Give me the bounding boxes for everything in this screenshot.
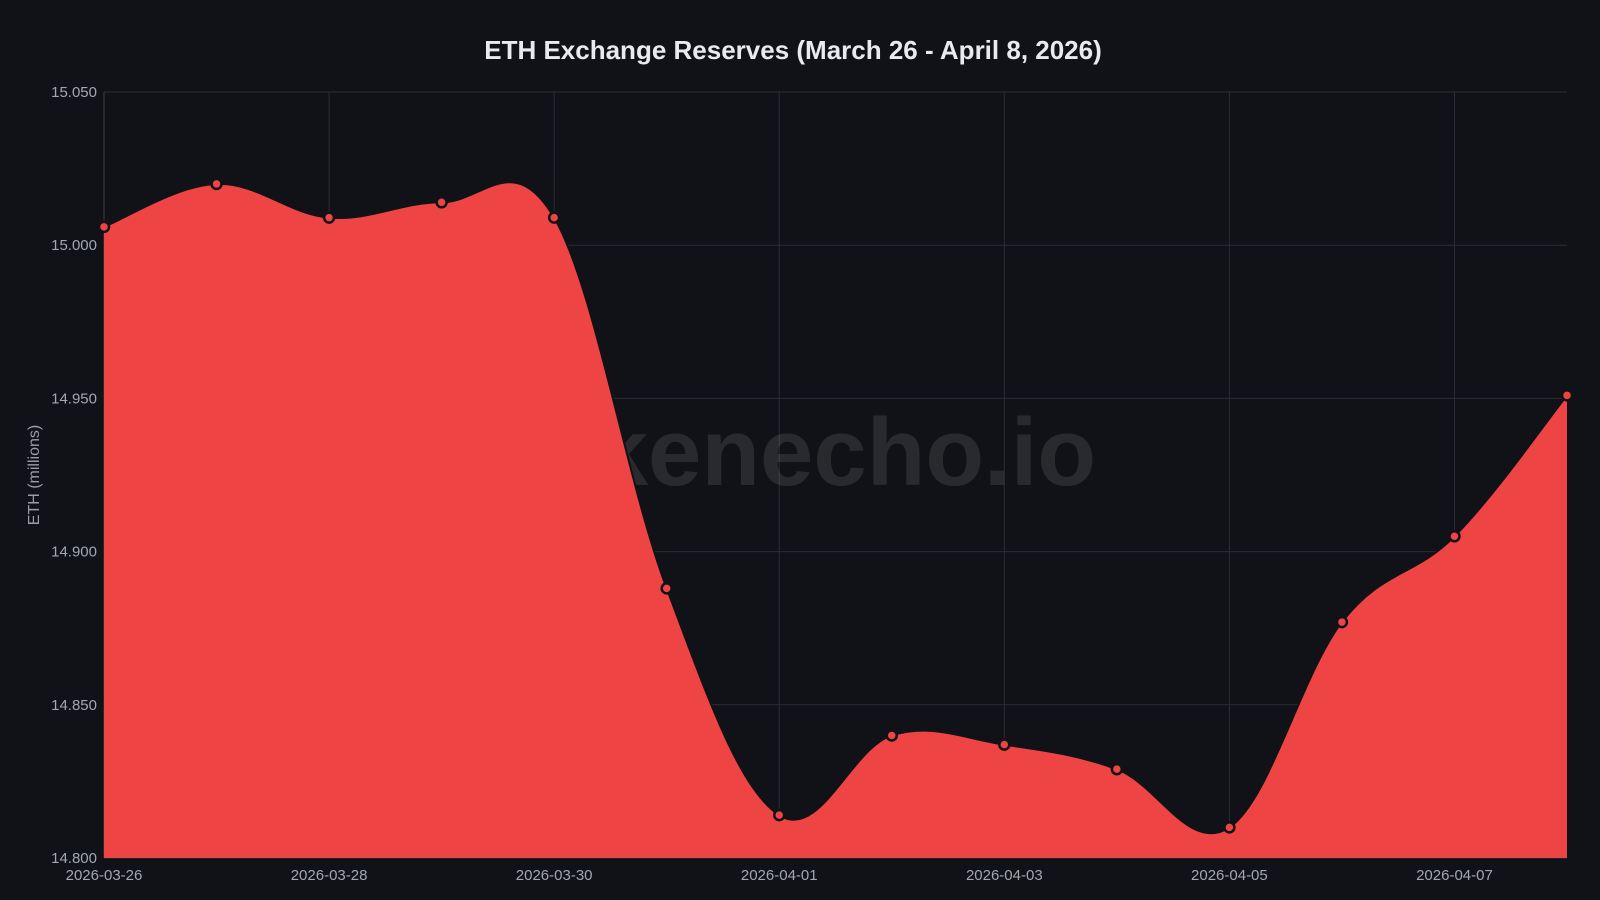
data-point-2026-03-26[interactable]: [97, 220, 111, 234]
y-tick-label: 14.950: [51, 390, 97, 407]
marker-layer: [97, 177, 1574, 834]
area-fill: [104, 182, 1567, 859]
x-tick-label: 2026-04-03: [966, 867, 1043, 884]
x-tick-label: 2026-04-01: [741, 867, 818, 884]
data-point-2026-04-05[interactable]: [1223, 821, 1236, 834]
y-tick-label: 14.850: [51, 697, 97, 714]
data-point-2026-04-07[interactable]: [1448, 530, 1461, 543]
y-tick-label: 14.900: [51, 544, 97, 561]
x-tick-label: 2026-04-05: [1191, 867, 1268, 884]
x-tick-label: 2026-03-28: [291, 867, 368, 884]
series-line: [103, 181, 1568, 835]
chart-title: ETH Exchange Reserves (March 26 - April …: [484, 35, 1102, 65]
y-axis-ticks: 15.050 15.000 14.950 14.900 14.850 14.800: [51, 84, 97, 867]
x-tick-label: 2026-03-30: [516, 867, 593, 884]
data-point-2026-04-06[interactable]: [1335, 615, 1349, 629]
y-tick-label: 15.000: [51, 237, 97, 254]
data-point-2026-04-02[interactable]: [885, 729, 899, 742]
x-tick-label: 2026-03-26: [66, 867, 143, 884]
x-tick-label: 2026-04-07: [1416, 867, 1493, 884]
data-point-2026-04-03[interactable]: [998, 738, 1011, 751]
y-tick-label: 15.050: [51, 84, 97, 101]
data-point-2026-03-27[interactable]: [210, 177, 223, 191]
area-layer: [103, 181, 1568, 859]
data-point-2026-03-31[interactable]: [660, 582, 673, 595]
data-point-2026-03-29[interactable]: [435, 196, 448, 209]
data-point-2026-04-08[interactable]: [1560, 389, 1574, 402]
y-axis-label: ETH (millions): [26, 425, 43, 525]
y-tick-label: 14.800: [51, 850, 97, 867]
data-point-2026-03-30[interactable]: [547, 211, 561, 224]
data-point-2026-03-28[interactable]: [322, 211, 336, 224]
data-point-2026-04-01[interactable]: [772, 808, 786, 822]
x-axis-ticks: 2026-03-26 2026-03-28 2026-03-30 2026-04-01…: [66, 867, 1493, 884]
data-point-2026-04-04[interactable]: [1110, 762, 1124, 776]
